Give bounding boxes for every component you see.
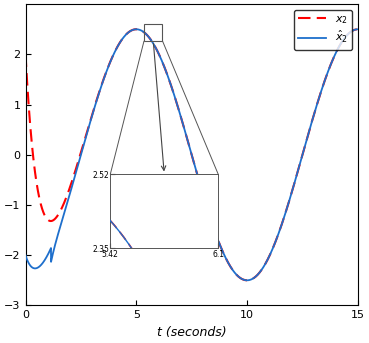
$\hat{x}_2$ [150, 40, 155, 44]
$x_2$ [84, 133, 88, 138]
Line: $\hat{x}_2$: $\hat{x}_2$ [25, 29, 358, 280]
$x_2$ [239, 277, 244, 281]
Bar [144, 24, 162, 41]
$x_2$ [134, 27, 138, 31]
Legend: $x_2$, $\hat{x}_2$: $x_2$, $\hat{x}_2$ [294, 10, 352, 50]
$\hat{x}_2$ [239, 277, 244, 281]
$\hat{x}_2$ [223, 254, 227, 258]
$x_2$ [271, 244, 276, 248]
$\hat{x}_2$ [356, 27, 360, 31]
$x_2$ [223, 254, 227, 258]
$x_2$ [297, 165, 301, 169]
X-axis label: t (seconds): t (seconds) [157, 326, 227, 339]
$\hat{x}_2$ [23, 253, 28, 257]
$x_2$ [356, 27, 360, 31]
$x_2$ [245, 278, 249, 282]
$\hat{x}_2$ [297, 166, 301, 170]
$\hat{x}_2$ [245, 278, 249, 282]
Line: $x_2$: $x_2$ [25, 29, 358, 280]
$x_2$ [150, 40, 155, 45]
$\hat{x}_2$ [271, 245, 276, 249]
$x_2$ [23, 52, 28, 57]
$\hat{x}_2$ [84, 135, 88, 139]
